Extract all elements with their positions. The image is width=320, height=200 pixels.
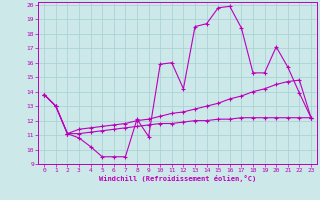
- X-axis label: Windchill (Refroidissement éolien,°C): Windchill (Refroidissement éolien,°C): [99, 175, 256, 182]
